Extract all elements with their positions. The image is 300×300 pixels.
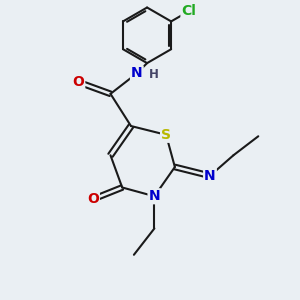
Text: N: N bbox=[131, 66, 142, 80]
Text: N: N bbox=[148, 189, 160, 203]
Text: O: O bbox=[72, 75, 84, 89]
Text: N: N bbox=[204, 169, 216, 183]
Text: Cl: Cl bbox=[182, 4, 196, 18]
Text: O: O bbox=[87, 192, 99, 206]
Text: S: S bbox=[161, 128, 171, 142]
Text: H: H bbox=[149, 68, 159, 81]
